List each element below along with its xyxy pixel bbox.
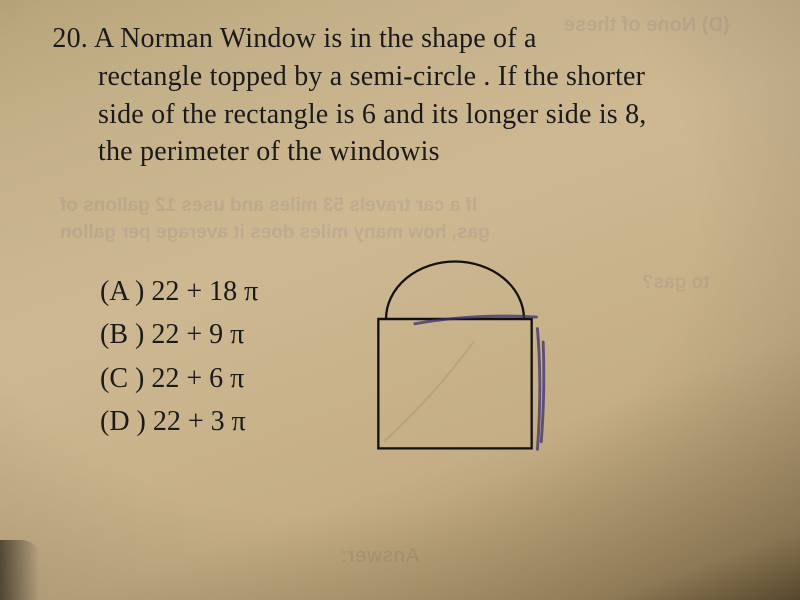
question-text-3: side of the rectangle is 6 and its longe… [42, 96, 770, 134]
norman-window-figure [340, 250, 570, 480]
ghost-text-2: If a car travels 53 miles and uses 12 ga… [60, 195, 477, 217]
figure-svg [340, 250, 570, 480]
question-text-4: the perimeter of the windowis [42, 133, 770, 171]
option-c: (C ) 22 + 6 π [100, 357, 258, 400]
paper-crease [384, 341, 474, 442]
question-number: 20. [42, 20, 88, 58]
answer-options: (A ) 22 + 18 π (B ) 22 + 9 π (C ) 22 + 6… [100, 270, 258, 444]
semicircle-path [386, 262, 524, 320]
ghost-text-3: gas, how many miles does it average per … [60, 222, 490, 244]
photo-edge-shadow [0, 540, 40, 600]
question-text-1: A Norman Window is in the shape of a [94, 23, 537, 54]
pen-mark-right [537, 329, 543, 450]
ghost-answer-label: Answer: [340, 545, 419, 568]
question-text-2: rectangle topped by a semi-circle . If t… [42, 58, 770, 96]
question-line-1: 20.A Norman Window is in the shape of a [42, 20, 770, 58]
question-block: 20.A Norman Window is in the shape of a … [42, 20, 770, 171]
option-d: (D ) 22 + 3 π [100, 400, 258, 443]
option-b: (B ) 22 + 9 π [100, 313, 258, 356]
option-a: (A ) 22 + 18 π [100, 270, 258, 313]
ghost-text-4: to gas? [642, 272, 710, 294]
rect-body [378, 319, 531, 448]
